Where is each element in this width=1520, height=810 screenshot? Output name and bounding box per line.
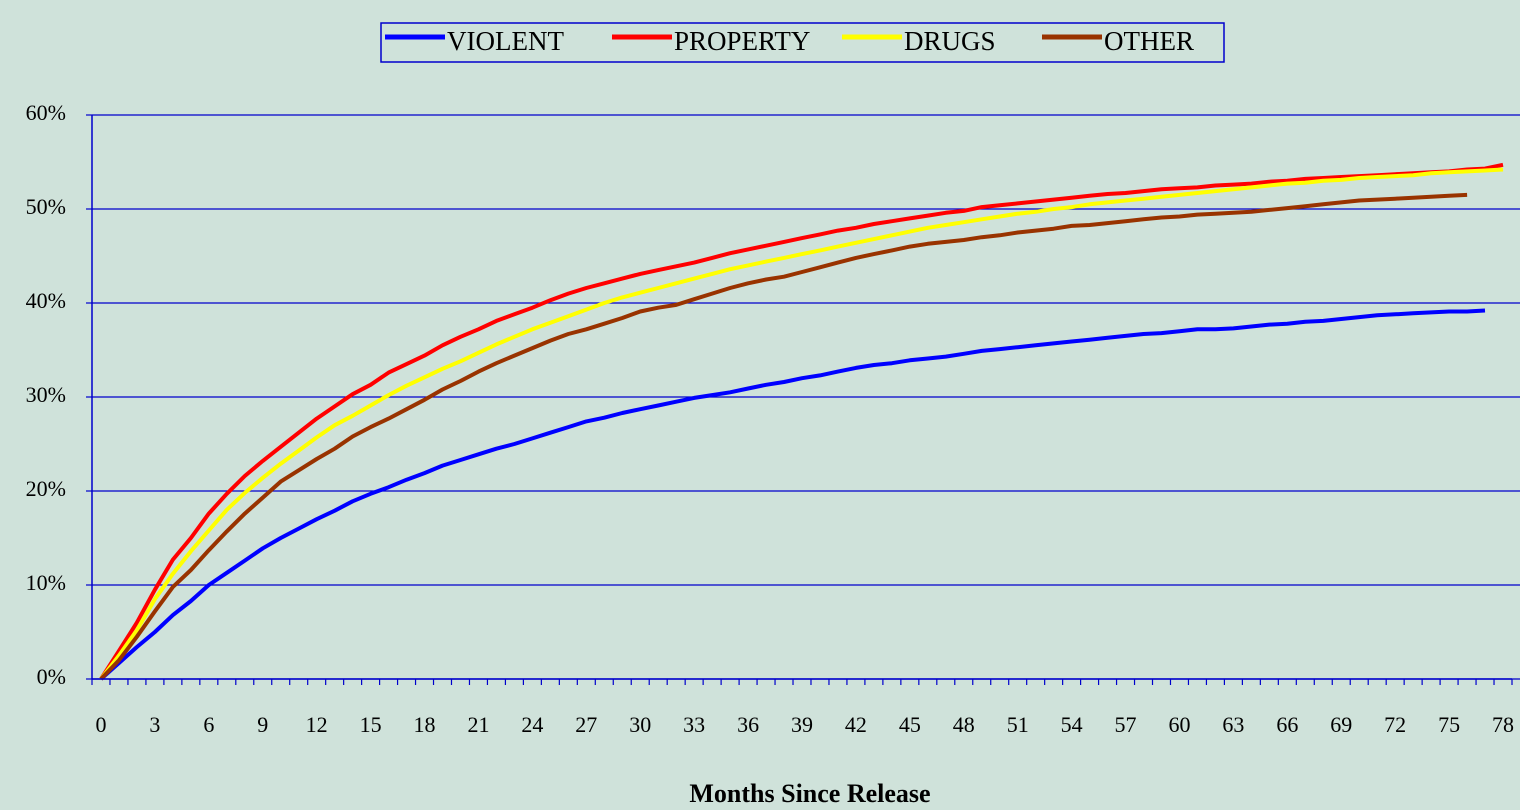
y-tick-label: 50%	[26, 194, 66, 219]
x-tick-label: 57	[1115, 712, 1137, 737]
legend-label: VIOLENT	[447, 26, 564, 56]
y-tick-label: 20%	[26, 476, 66, 501]
y-tick-label: 60%	[26, 100, 66, 125]
x-tick-label: 69	[1330, 712, 1352, 737]
x-tick-label: 51	[1007, 712, 1029, 737]
series-line	[99, 162, 1504, 681]
x-tick-label: 30	[629, 712, 651, 737]
x-tick-label: 15	[360, 712, 382, 737]
x-tick-label: 66	[1276, 712, 1298, 737]
series-line	[99, 308, 1486, 681]
series-line	[99, 167, 1504, 681]
x-tick-label: 24	[521, 712, 543, 737]
x-tick-label: 39	[791, 712, 813, 737]
x-tick-label: 72	[1384, 712, 1406, 737]
x-tick-label: 48	[953, 712, 975, 737]
x-tick-label: 54	[1061, 712, 1083, 737]
x-tick-label: 6	[203, 712, 214, 737]
x-tick-label: 75	[1438, 712, 1460, 737]
x-tick-label: 42	[845, 712, 867, 737]
x-tick-label: 45	[899, 712, 921, 737]
y-tick-label: 0%	[37, 664, 66, 689]
x-tick-label: 78	[1492, 712, 1514, 737]
x-tick-label: 33	[683, 712, 705, 737]
legend-label: OTHER	[1104, 26, 1194, 56]
x-tick-label: 0	[95, 712, 106, 737]
x-tick-label: 18	[414, 712, 436, 737]
y-tick-label: 30%	[26, 382, 66, 407]
x-tick-label: 12	[306, 712, 328, 737]
x-tick-label: 36	[737, 712, 759, 737]
x-tick-label: 27	[575, 712, 597, 737]
legend-label: DRUGS	[904, 26, 996, 56]
y-tick-label: 10%	[26, 570, 66, 595]
legend-box	[380, 22, 1225, 63]
x-tick-label: 9	[257, 712, 268, 737]
x-axis-title: Months Since Release	[689, 779, 930, 808]
x-tick-label: 63	[1222, 712, 1244, 737]
x-tick-label: 21	[467, 712, 489, 737]
legend-label: PROPERTY	[674, 26, 810, 56]
y-tick-label: 40%	[26, 288, 66, 313]
x-tick-label: 3	[149, 712, 160, 737]
series-line	[99, 192, 1468, 681]
x-tick-label: 60	[1168, 712, 1190, 737]
